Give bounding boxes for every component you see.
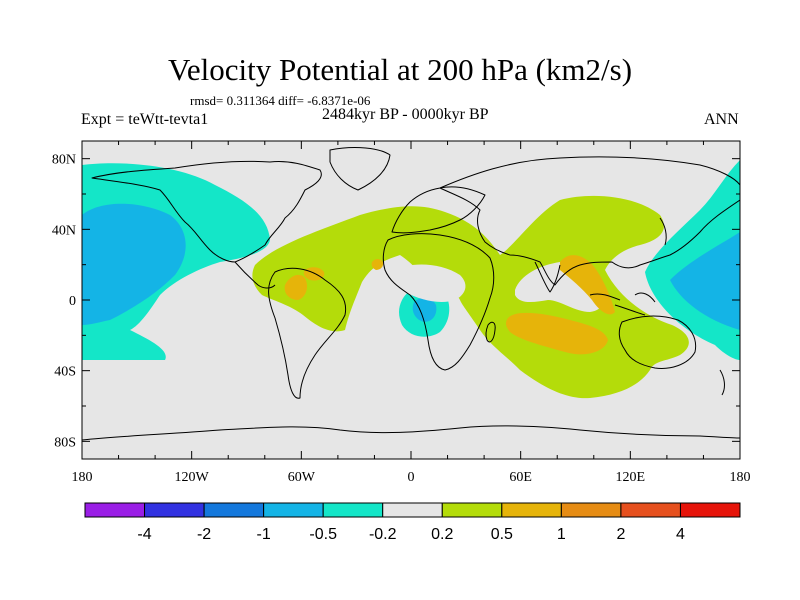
stats-line: rmsd= 0.311364 diff= -6.8371e-06: [190, 93, 371, 108]
colorbar-swatch: [263, 502, 324, 518]
season-label: ANN: [704, 111, 739, 128]
colorbar-label: 1: [557, 526, 566, 543]
coastline-asia: [439, 156, 740, 286]
x-tick-label: 120W: [175, 470, 210, 485]
coastline-north-america: [91, 160, 322, 263]
colorbar-label: 2: [616, 526, 625, 543]
colorbar-label: -2: [197, 526, 211, 543]
colorbar-swatch: [382, 502, 443, 518]
x-tick-label: 0: [408, 470, 415, 485]
contour-negative-blue-west: [82, 203, 186, 325]
figure-title: Velocity Potential at 200 hPa (km2/s): [167, 52, 633, 87]
coastline-japan: [659, 217, 667, 246]
colorbar: -4 -2 -1 -0.5 -0.2 0.2 0.5 1 2 4: [84, 502, 741, 543]
x-tick-label: 60E: [509, 470, 532, 485]
x-tick-label: 180: [730, 470, 751, 485]
x-axis: 180 120W 60W 0 60E 120E 180: [72, 141, 751, 485]
coastline-south-america: [268, 267, 347, 399]
colorbar-label: 0.5: [491, 526, 513, 543]
y-tick-label: 0: [69, 294, 76, 309]
period-label: 2484kyr BP - 0000kyr BP: [322, 106, 489, 123]
x-tick-label: 180: [72, 470, 93, 485]
contour-fill-layer: [82, 160, 740, 399]
x-tick-label: 60W: [288, 470, 316, 485]
colorbar-swatch: [84, 502, 146, 518]
colorbar-swatch: [501, 502, 562, 518]
colorbar-label: -0.5: [309, 526, 337, 543]
coastline-madagascar: [485, 321, 496, 343]
colorbar-label: -0.2: [369, 526, 397, 543]
y-tick-label: 40N: [52, 223, 76, 238]
colorbar-label: 4: [676, 526, 685, 543]
coastline-central-america: [234, 261, 276, 289]
colorbar-swatch: [322, 502, 384, 518]
experiment-label: Expt = teWtt-tevta1: [81, 111, 209, 128]
coastlines: [82, 147, 740, 441]
coastline-africa: [382, 233, 495, 371]
colorbar-label: -4: [137, 526, 151, 543]
colorbar-swatch: [144, 502, 205, 518]
y-tick-label: 80N: [52, 153, 76, 168]
colorbar-label: 0.2: [431, 526, 453, 543]
contour-positive-orange-westafrica: [371, 259, 384, 270]
contour-positive-orange-indian: [505, 312, 608, 355]
coastline-greenland: [329, 147, 391, 191]
contour-positive-orange-seasia: [560, 255, 615, 315]
coastline-indonesia: [589, 292, 656, 316]
y-tick-label: 80S: [54, 435, 76, 450]
colorbar-swatch: [679, 502, 741, 518]
coastline-australia: [618, 315, 697, 369]
x-tick-label: 120E: [616, 470, 646, 485]
coastline-europe: [391, 186, 486, 234]
y-axis: 80N 40N 0 40S 80S: [52, 153, 740, 450]
contour-positive-orange-southamerica-north: [303, 267, 325, 281]
contour-negative-blue-africa: [412, 297, 437, 322]
colorbar-label: -1: [257, 526, 271, 543]
contour-positive-orange-southamerica: [284, 274, 308, 300]
colorbar-swatch: [441, 502, 503, 518]
contour-neutral-atlantic-hole: [393, 264, 466, 303]
colorbar-swatch: [560, 502, 622, 518]
colorbar-swatch: [203, 502, 265, 518]
contour-negative-blue-east: [670, 232, 740, 330]
coastline-india: [534, 261, 561, 293]
y-tick-label: 40S: [54, 365, 76, 380]
colorbar-swatch: [620, 502, 681, 518]
coastline-new-zealand: [719, 369, 725, 396]
coastline-antarctica: [82, 425, 740, 441]
